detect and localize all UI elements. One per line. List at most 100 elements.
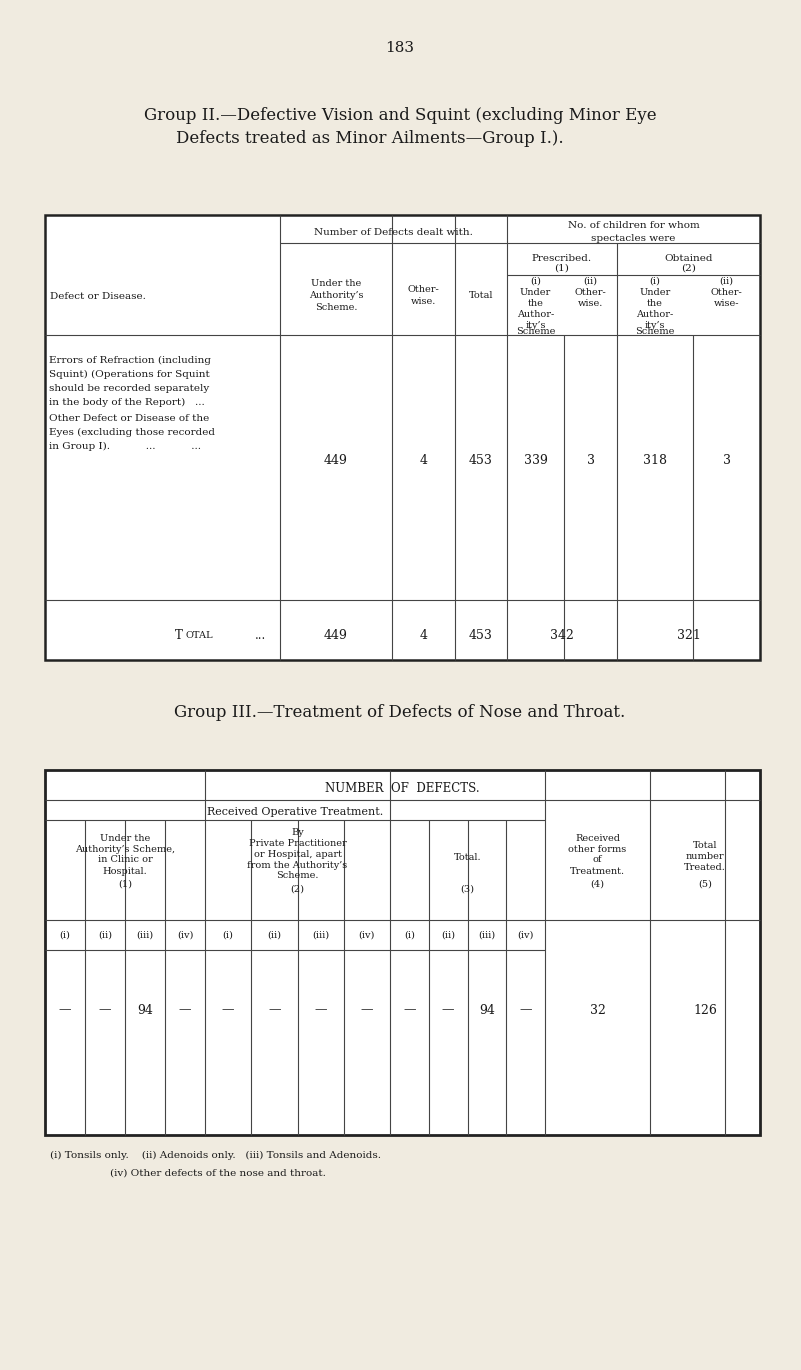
Text: spectacles were: spectacles were [591,233,676,242]
Text: 453: 453 [469,453,493,467]
Text: (i): (i) [223,930,234,940]
Text: (iv) Other defects of the nose and throat.: (iv) Other defects of the nose and throa… [110,1169,326,1177]
Text: wise.: wise. [578,299,603,307]
Text: Received: Received [575,833,620,843]
Text: —: — [314,1003,327,1017]
Text: (i): (i) [404,930,415,940]
Text: Group II.—Defective Vision and Squint (excluding Minor Eye: Group II.—Defective Vision and Squint (e… [143,107,656,123]
Text: Total: Total [469,290,493,300]
Text: By: By [291,827,304,837]
Text: NUMBER  OF  DEFECTS.: NUMBER OF DEFECTS. [325,781,480,795]
Text: Other-: Other- [408,285,440,293]
Text: Treated.: Treated. [684,863,726,871]
Text: Prescribed.: Prescribed. [532,253,592,263]
Text: of: of [593,855,602,864]
Text: Scheme: Scheme [516,326,555,336]
Text: 321: 321 [677,629,700,641]
Text: (iv): (iv) [177,930,193,940]
Text: No. of children for whom: No. of children for whom [568,221,699,230]
Text: Scheme.: Scheme. [315,303,357,311]
Text: —: — [360,1003,373,1017]
Text: Authority’s: Authority’s [308,290,363,300]
Text: wise-: wise- [714,299,739,307]
Text: (3): (3) [461,885,474,893]
Text: Scheme: Scheme [635,326,674,336]
Text: 94: 94 [137,1003,153,1017]
Text: Other-: Other- [710,288,743,296]
Text: —: — [222,1003,235,1017]
Text: —: — [99,1003,111,1017]
Text: Scheme.: Scheme. [276,871,319,881]
Text: ity’s: ity’s [525,321,545,330]
Text: —: — [179,1003,191,1017]
Bar [45,770,760,1134]
Text: Other-: Other- [574,288,606,296]
Text: (2): (2) [681,263,696,273]
Text: Under: Under [520,288,551,296]
Text: (iv): (iv) [359,930,375,940]
Text: the: the [647,299,663,307]
Bar [45,215,760,660]
Text: Author-: Author- [517,310,554,318]
Text: —: — [58,1003,71,1017]
Text: 94: 94 [479,1003,495,1017]
Text: Eyes (excluding those recorded: Eyes (excluding those recorded [49,427,215,437]
Text: Author-: Author- [636,310,674,318]
Text: Defect or Disease.: Defect or Disease. [50,292,146,300]
Text: (ii): (ii) [98,930,112,940]
Text: —: — [268,1003,280,1017]
Text: the: the [528,299,543,307]
Text: Errors of Refraction (including: Errors of Refraction (including [49,355,211,364]
Text: Defects treated as Minor Ailments—Group I.).: Defects treated as Minor Ailments—Group … [176,130,564,147]
Text: 342: 342 [550,629,574,641]
Text: (i): (i) [650,277,661,285]
Text: (1): (1) [118,880,132,889]
Text: 4: 4 [420,453,428,467]
Text: Under: Under [639,288,670,296]
Text: 453: 453 [469,629,493,641]
Text: Other Defect or Disease of the: Other Defect or Disease of the [49,414,209,422]
Text: ...: ... [255,629,266,641]
Text: Treatment.: Treatment. [570,866,625,875]
Text: or Hospital, apart: or Hospital, apart [253,849,341,859]
Text: Total.: Total. [453,854,481,863]
Text: —: — [442,1003,454,1017]
Text: Authority’s Scheme,: Authority’s Scheme, [75,844,175,854]
Text: (iii): (iii) [312,930,329,940]
Text: Hospital.: Hospital. [103,866,147,875]
Text: 183: 183 [385,41,414,55]
Text: (2): (2) [291,885,304,893]
Text: Obtained: Obtained [664,253,713,263]
Text: (i): (i) [59,930,70,940]
Text: ity’s: ity’s [645,321,666,330]
Text: 339: 339 [524,453,547,467]
Text: (ii): (ii) [441,930,455,940]
Text: —: — [403,1003,416,1017]
Text: (1): (1) [554,263,570,273]
Text: (iii): (iii) [478,930,496,940]
Text: OTAL: OTAL [185,630,212,640]
Text: Under the: Under the [100,833,150,843]
Text: 3: 3 [723,453,731,467]
Text: (5): (5) [698,880,712,889]
Text: (iii): (iii) [136,930,154,940]
Text: wise.: wise. [411,296,437,306]
Text: (ii): (ii) [583,277,598,285]
Text: from the Authority’s: from the Authority’s [248,860,348,870]
Text: (ii): (ii) [268,930,281,940]
Text: 318: 318 [643,453,667,467]
Text: (ii): (ii) [719,277,734,285]
Text: Squint) (Operations for Squint: Squint) (Operations for Squint [49,370,210,378]
Text: 449: 449 [324,629,348,641]
Text: number: number [686,852,724,860]
Text: 449: 449 [324,453,348,467]
Text: in Clinic or: in Clinic or [98,855,152,864]
Text: Private Practitioner: Private Practitioner [248,838,346,848]
Text: in the body of the Report)   ...: in the body of the Report) ... [49,397,205,407]
Text: Total: Total [693,841,717,849]
Text: 4: 4 [420,629,428,641]
Text: should be recorded separately: should be recorded separately [49,384,209,392]
Text: in Group I).           ...           ...: in Group I). ... ... [49,441,201,451]
Text: —: — [519,1003,532,1017]
Text: 32: 32 [590,1003,606,1017]
